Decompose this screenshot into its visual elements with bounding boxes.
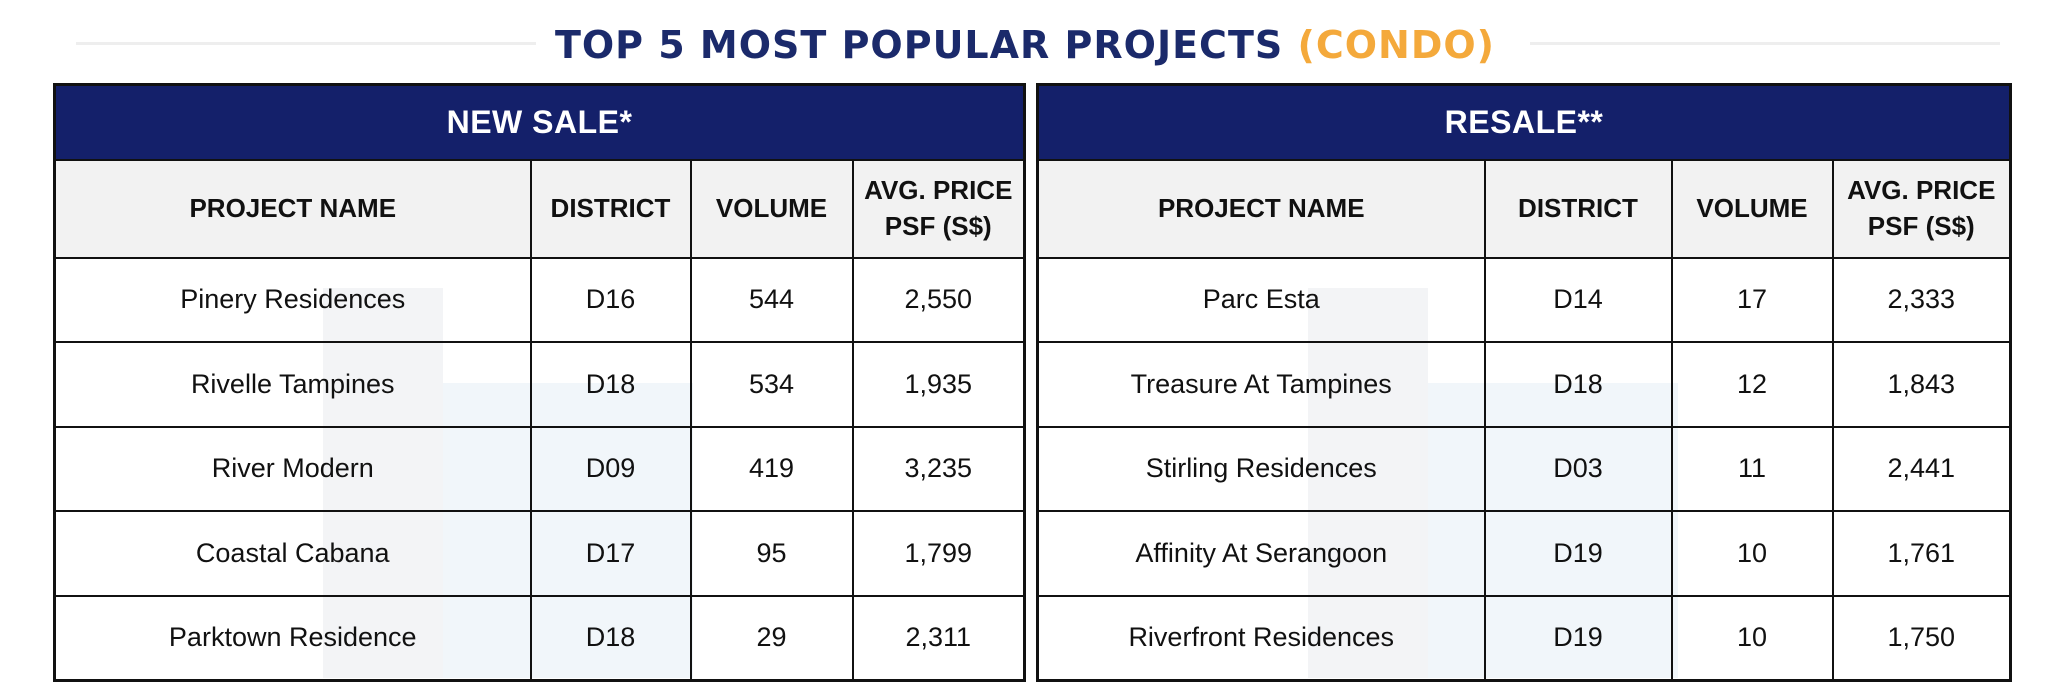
table-row: Coastal Cabana D17 95 1,799 (53, 510, 1026, 597)
table-row: Pinery Residences D16 544 2,550 (53, 256, 1026, 344)
cell-project-name: Parktown Residence (53, 594, 532, 682)
title-accent: (CONDO) (1297, 23, 1496, 67)
resale-table: RESALE** PROJECT NAME DISTRICT VOLUME AV… (1036, 83, 2013, 682)
cell-district: D19 (1483, 510, 1673, 597)
cell-avg-price: 2,441 (1831, 425, 2012, 513)
new-sale-panel: NEW SALE* PROJECT NAME DISTRICT VOLUME A… (53, 83, 1027, 682)
column-header-district: DISTRICT (529, 158, 692, 259)
cell-district: D18 (529, 594, 692, 682)
column-header-district: DISTRICT (1483, 158, 1673, 259)
cell-project-name: Affinity At Serangoon (1036, 510, 1486, 597)
cell-volume: 419 (689, 425, 854, 513)
cell-project-name: Coastal Cabana (53, 510, 532, 597)
cell-project-name: Stirling Residences (1036, 425, 1486, 513)
cell-district: D17 (529, 510, 692, 597)
cell-project-name: Pinery Residences (53, 256, 532, 344)
column-header-project-name: PROJECT NAME (1036, 158, 1486, 259)
column-header-project-name: PROJECT NAME (53, 158, 532, 259)
cell-district: D16 (529, 256, 692, 344)
cell-volume: 11 (1670, 425, 1834, 513)
resale-panel: RESALE** PROJECT NAME DISTRICT VOLUME AV… (1036, 83, 2013, 682)
cell-district: D03 (1483, 425, 1673, 513)
resale-heading: RESALE** (1036, 83, 2012, 161)
new-sale-table: NEW SALE* PROJECT NAME DISTRICT VOLUME A… (53, 83, 1027, 682)
title-main: TOP 5 MOST POPULAR PROJECTS (554, 23, 1284, 67)
table-row: Rivelle Tampines D18 534 1,935 (53, 341, 1026, 428)
cell-avg-price: 1,843 (1831, 341, 2012, 428)
cell-project-name: Treasure At Tampines (1036, 341, 1486, 428)
cell-avg-price: 1,799 (851, 510, 1026, 597)
cell-district: D14 (1483, 256, 1673, 344)
title-row: TOP 5 MOST POPULAR PROJECTS (CONDO) (0, 16, 2050, 74)
column-header-volume: VOLUME (689, 158, 854, 259)
cell-district: D19 (1483, 594, 1673, 682)
cell-district: D09 (529, 425, 692, 513)
cell-avg-price: 1,761 (1831, 510, 2012, 597)
new-sale-heading: NEW SALE* (53, 83, 1026, 161)
cell-volume: 534 (689, 341, 854, 428)
cell-avg-price: 3,235 (851, 425, 1026, 513)
cell-volume: 29 (689, 594, 854, 682)
cell-project-name: Parc Esta (1036, 256, 1486, 344)
table-row: Parc Esta D14 17 2,333 (1036, 256, 2012, 344)
cell-volume: 17 (1670, 256, 1834, 344)
column-header-avg-price-psf: AVG. PRICE PSF (S$) (851, 158, 1026, 259)
table-row: Affinity At Serangoon D19 10 1,761 (1036, 510, 2012, 597)
page-title: TOP 5 MOST POPULAR PROJECTS (CONDO) (540, 23, 1510, 67)
cell-avg-price: 2,333 (1831, 256, 2012, 344)
cell-avg-price: 1,935 (851, 341, 1026, 428)
column-header-avg-price-psf: AVG. PRICE PSF (S$) (1831, 158, 2012, 259)
cell-volume: 544 (689, 256, 854, 344)
cell-avg-price: 1,750 (1831, 594, 2012, 682)
cell-project-name: River Modern (53, 425, 532, 513)
cell-volume: 10 (1670, 594, 1834, 682)
title-divider-right (1530, 42, 2000, 45)
table-row: Parktown Residence D18 29 2,311 (53, 594, 1026, 682)
title-divider-left (76, 42, 536, 45)
cell-district: D18 (1483, 341, 1673, 428)
column-header-volume: VOLUME (1670, 158, 1834, 259)
table-row: Riverfront Residences D19 10 1,750 (1036, 594, 2012, 682)
table-row: Stirling Residences D03 11 2,441 (1036, 425, 2012, 513)
table-row: River Modern D09 419 3,235 (53, 425, 1026, 513)
cell-district: D18 (529, 341, 692, 428)
cell-avg-price: 2,550 (851, 256, 1026, 344)
cell-project-name: Riverfront Residences (1036, 594, 1486, 682)
cell-avg-price: 2,311 (851, 594, 1026, 682)
cell-project-name: Rivelle Tampines (53, 341, 532, 428)
table-row: Treasure At Tampines D18 12 1,843 (1036, 341, 2012, 428)
cell-volume: 12 (1670, 341, 1834, 428)
cell-volume: 95 (689, 510, 854, 597)
cell-volume: 10 (1670, 510, 1834, 597)
